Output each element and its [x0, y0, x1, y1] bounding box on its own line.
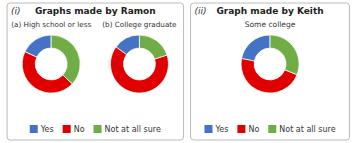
legend-swatch	[94, 125, 102, 133]
panel-frame	[191, 3, 350, 140]
panel-label: (i)	[11, 6, 21, 16]
chart-subtitle: Some college	[245, 20, 296, 29]
panel-title: Graph made by Keith	[216, 6, 323, 16]
panel: (i) Graphs made by Ramon (a) High school o…	[7, 3, 184, 140]
panel-label: (ii)	[195, 6, 207, 16]
legend-swatch	[30, 125, 38, 133]
legend-label: No	[248, 125, 259, 134]
legend-label: Yes	[40, 125, 54, 134]
donut-slice	[242, 35, 270, 61]
legend-label: Not at all sure	[105, 125, 161, 134]
donut	[22, 35, 80, 93]
legend-label: No	[74, 125, 85, 134]
legend-swatch	[63, 125, 71, 133]
panel-title: Graphs made by Ramon	[35, 6, 156, 16]
legend-swatch	[268, 125, 276, 133]
donut-slice	[51, 35, 80, 84]
panel-frame	[7, 3, 184, 140]
panel: (ii) Graph made by Keith Some college Yes No…	[191, 3, 350, 140]
legend-label: Not at all sure	[279, 125, 335, 134]
legend: Yes No Not at all sure	[30, 125, 161, 134]
legend-swatch	[237, 125, 245, 133]
chart-subtitle: (a) High school or less	[11, 20, 91, 29]
donut-slice	[270, 35, 299, 75]
donut-slice	[139, 35, 167, 59]
donut	[110, 35, 168, 93]
chart-subtitle: (b) College graduate	[102, 20, 177, 29]
legend: Yes No Not at all sure	[204, 125, 335, 134]
donut	[241, 35, 299, 93]
legend-swatch	[204, 125, 212, 133]
legend-label: Yes	[214, 125, 228, 134]
